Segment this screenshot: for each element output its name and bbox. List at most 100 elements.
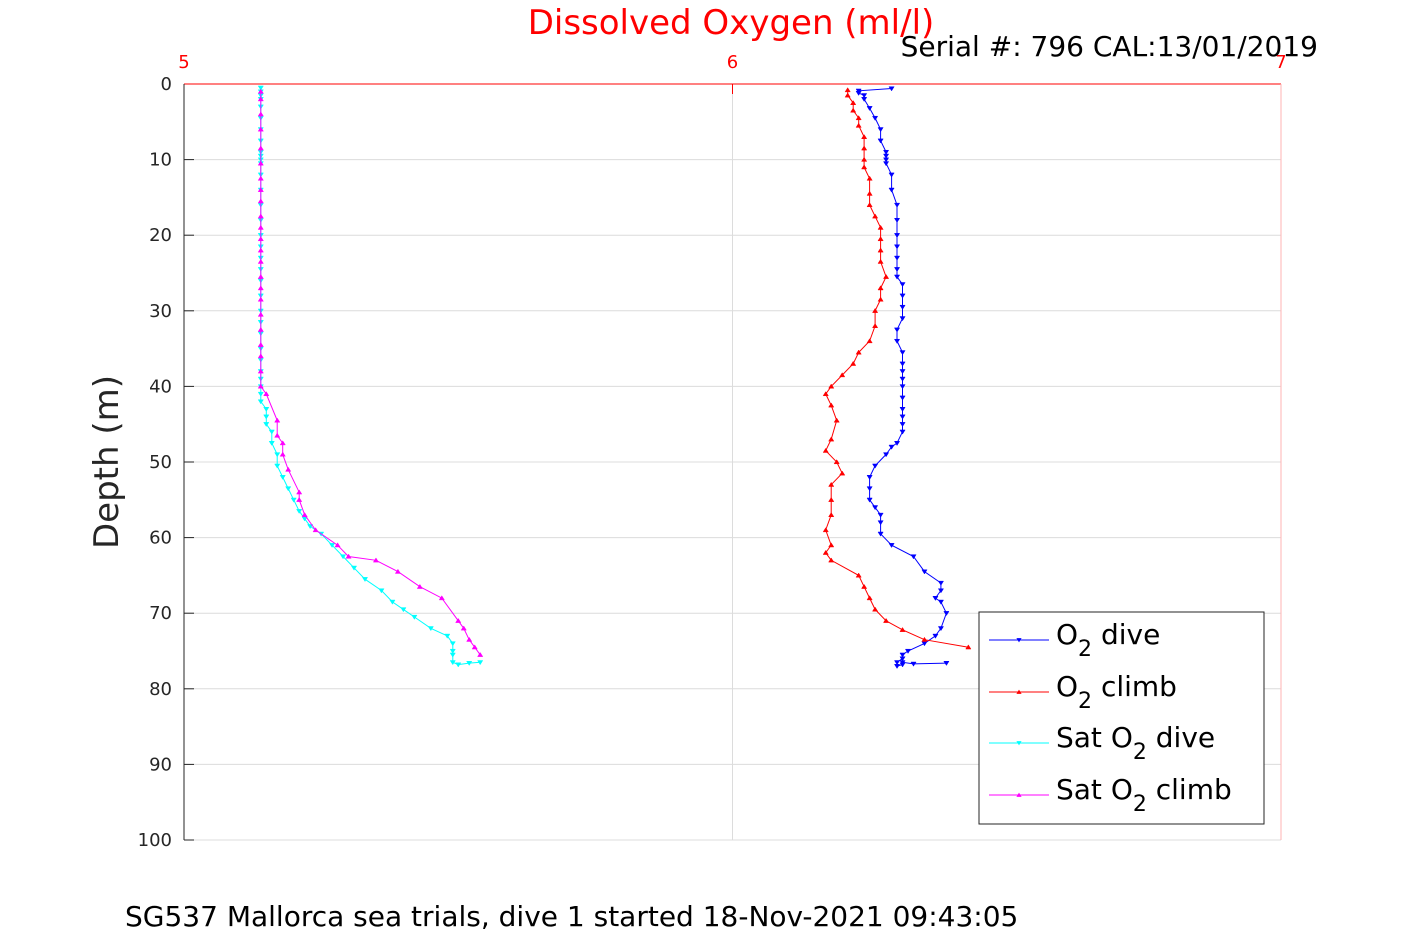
data-point bbox=[257, 258, 264, 264]
data-point bbox=[893, 274, 901, 280]
data-point bbox=[893, 441, 901, 446]
data-point bbox=[828, 402, 835, 408]
legend-prefix: Sat bbox=[1056, 721, 1111, 754]
data-point bbox=[257, 160, 264, 166]
data-point bbox=[279, 440, 286, 446]
data-point bbox=[965, 644, 972, 650]
y-tick-label: 0 bbox=[161, 74, 172, 95]
data-point bbox=[257, 285, 264, 291]
data-point bbox=[822, 527, 829, 533]
data-point bbox=[296, 489, 303, 495]
legend-marker bbox=[1016, 792, 1022, 797]
data-point bbox=[466, 636, 473, 642]
data-point bbox=[932, 596, 939, 601]
data-point bbox=[268, 441, 275, 446]
legend-box bbox=[978, 611, 1265, 825]
data-point bbox=[888, 86, 895, 92]
data-point bbox=[833, 417, 840, 423]
data-point bbox=[329, 543, 336, 548]
data-point bbox=[257, 88, 264, 94]
data-point bbox=[263, 407, 270, 412]
data-point bbox=[910, 661, 917, 667]
legend-suffix: climb bbox=[1147, 773, 1232, 806]
data-point bbox=[872, 115, 879, 121]
data-point bbox=[893, 233, 901, 239]
data-point bbox=[257, 342, 264, 347]
data-point bbox=[866, 106, 873, 112]
legend-prefix: Sat bbox=[1056, 773, 1111, 806]
data-point bbox=[888, 187, 895, 193]
data-point bbox=[279, 475, 286, 480]
data-point bbox=[301, 512, 308, 517]
data-point bbox=[296, 509, 303, 514]
data-point bbox=[257, 353, 264, 359]
data-point bbox=[416, 583, 423, 589]
data-point bbox=[378, 588, 385, 594]
data-point bbox=[899, 395, 906, 401]
data-point bbox=[449, 652, 456, 658]
data-point bbox=[455, 617, 462, 623]
data-point bbox=[460, 625, 467, 631]
data-point bbox=[877, 531, 884, 537]
legend-label: Sat O2 dive bbox=[1056, 721, 1215, 765]
data-point bbox=[893, 255, 901, 261]
data-point bbox=[855, 572, 862, 578]
data-point bbox=[899, 376, 906, 382]
data-point bbox=[257, 383, 264, 389]
data-point bbox=[257, 247, 264, 253]
data-point bbox=[937, 588, 944, 594]
data-point bbox=[866, 486, 873, 492]
legend-marker bbox=[1016, 638, 1022, 643]
legend-item: Sat O2 climb bbox=[989, 773, 1232, 817]
legend-item: O2 dive bbox=[989, 618, 1160, 662]
figure-caption: SG537 Mallorca sea trials, dive 1 starte… bbox=[125, 900, 1018, 933]
legend-marker bbox=[1016, 689, 1022, 694]
data-point bbox=[861, 164, 868, 170]
data-point bbox=[312, 527, 319, 533]
data-point bbox=[899, 656, 906, 662]
data-point bbox=[855, 91, 862, 96]
legend-base: O bbox=[1111, 773, 1133, 806]
data-point bbox=[866, 175, 873, 181]
data-point bbox=[899, 660, 906, 666]
data-point bbox=[274, 463, 281, 469]
data-point bbox=[883, 149, 890, 155]
legend-subscript: 2 bbox=[1078, 637, 1092, 662]
legend-label: Sat O2 climb bbox=[1056, 773, 1232, 817]
y-tick-label: 70 bbox=[149, 603, 172, 624]
data-point bbox=[883, 161, 890, 167]
data-point bbox=[833, 459, 840, 465]
data-point bbox=[866, 190, 873, 196]
data-point bbox=[899, 304, 906, 310]
data-point bbox=[899, 384, 906, 390]
data-point bbox=[268, 429, 275, 435]
data-point bbox=[822, 549, 829, 555]
data-point bbox=[257, 391, 264, 397]
data-point bbox=[899, 282, 906, 288]
data-point bbox=[257, 236, 264, 242]
data-point bbox=[877, 512, 884, 518]
data-point bbox=[872, 213, 879, 219]
data-point bbox=[877, 258, 884, 264]
y-axis-label: Depth (m) bbox=[87, 375, 127, 549]
data-point bbox=[877, 224, 884, 230]
x-tick-label: 5 bbox=[178, 52, 189, 73]
data-point bbox=[828, 512, 835, 517]
data-point bbox=[883, 617, 890, 623]
data-point bbox=[872, 307, 879, 313]
data-point bbox=[828, 496, 835, 502]
legend-marker bbox=[1016, 741, 1022, 746]
data-point bbox=[257, 145, 264, 151]
data-point bbox=[361, 577, 369, 582]
data-point bbox=[257, 213, 264, 219]
data-point bbox=[943, 611, 950, 617]
data-point bbox=[449, 660, 456, 666]
data-point bbox=[893, 660, 901, 666]
data-point bbox=[828, 383, 835, 389]
data-point bbox=[866, 338, 873, 344]
data-point bbox=[257, 368, 264, 374]
data-point bbox=[888, 444, 895, 450]
legend-subscript: 2 bbox=[1133, 792, 1147, 817]
data-point bbox=[411, 614, 418, 620]
